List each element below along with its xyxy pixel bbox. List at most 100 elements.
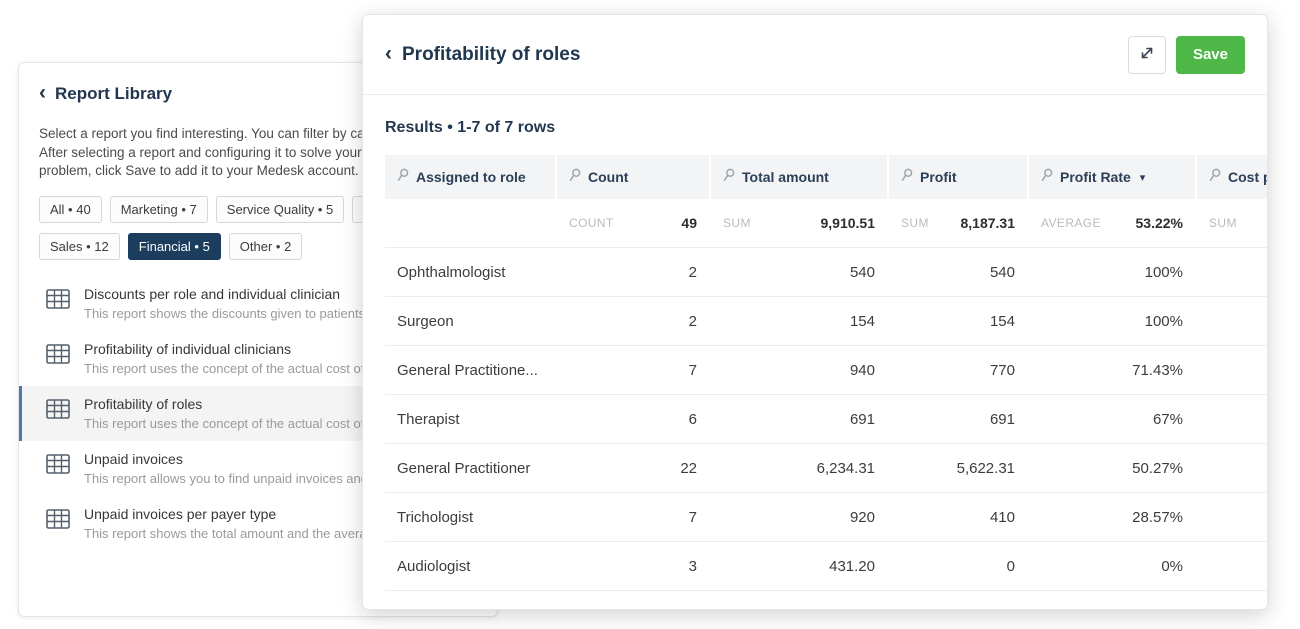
filter-chip-service-quality[interactable]: Service Quality • 5 — [215, 195, 345, 223]
back-icon[interactable]: ‹ — [385, 42, 392, 65]
total-amount-cell: 431.20 — [829, 557, 875, 575]
count-cell: 2 — [688, 312, 697, 330]
role-cell: Ophthalmologist — [397, 263, 506, 281]
report-library-header: ‹ Report Library — [19, 63, 497, 104]
report-library-description: Select a report you find interesting. Yo… — [19, 104, 497, 181]
profit-cell: 154 — [989, 312, 1015, 330]
report-list-item-profitability-clinicians[interactable]: Profitability of individual clinicians T… — [19, 331, 497, 386]
summary-total-cell: SUM 9,910.51 — [711, 199, 889, 247]
summary-row: COUNT 49 SUM 9,910.51 SUM 8,187.31 AVERA… — [385, 199, 1267, 248]
column-header-label: Assigned to role — [416, 169, 526, 185]
report-list-item-unpaid-invoices-payer[interactable]: Unpaid invoices per payer type This repo… — [19, 496, 497, 551]
table-row: General Practitione... 7 940 770 71.43% — [385, 346, 1267, 395]
column-header-profit[interactable]: Profit — [889, 155, 1029, 199]
table-row: Audiologist 3 431.20 0 0% — [385, 542, 1267, 591]
expand-button[interactable] — [1127, 35, 1166, 74]
filter-chip-financial[interactable]: Financial • 5 — [127, 232, 221, 260]
filter-chip-sales[interactable]: Sales • 12 — [39, 232, 120, 260]
column-header-assigned-to-role[interactable]: Assigned to role — [385, 155, 557, 199]
filter-chip-all[interactable]: All • 40 — [39, 195, 102, 223]
aggregate-label: SUM — [1209, 216, 1237, 230]
column-header-label: Total amount — [742, 169, 829, 185]
column-header-label: Profit — [920, 169, 957, 185]
profit-cell: 770 — [989, 361, 1015, 379]
back-icon[interactable]: ‹ — [39, 81, 46, 104]
column-field-icon — [397, 168, 409, 187]
total-amount-cell: 920 — [849, 508, 875, 526]
summary-count-cell: COUNT 49 — [557, 199, 711, 247]
profit-cell: 410 — [989, 508, 1015, 526]
filter-chip-marketing[interactable]: Marketing • 7 — [109, 195, 208, 223]
report-item-description: This report shows the discounts given to… — [84, 305, 380, 321]
report-view-title: Profitability of roles — [402, 43, 581, 65]
profit-cell: 5,622.31 — [956, 459, 1015, 477]
column-field-icon — [1041, 168, 1053, 187]
table-header-row: Assigned to role Count Total amount Prof… — [385, 155, 1267, 199]
count-cell: 3 — [688, 557, 697, 575]
summary-rate-cell: AVERAGE 53.22% — [1029, 199, 1197, 247]
table-grid-icon — [46, 508, 70, 534]
profit-rate-cell: 100% — [1144, 263, 1183, 281]
filter-row-1: All • 40 Marketing • 7 Service Quality •… — [39, 195, 477, 223]
profit-cell: 691 — [989, 410, 1015, 428]
report-view-header: ‹ Profitability of roles Save — [363, 15, 1267, 95]
column-header-label: Profit Rate — [1060, 169, 1131, 185]
description-line: After selecting a report and configuring… — [39, 144, 362, 160]
count-cell: 2 — [688, 263, 697, 281]
cost-price-cell — [1197, 395, 1267, 443]
report-item-title: Profitability of individual clinicians — [84, 340, 291, 357]
description-line: Select a report you find interesting. Yo… — [39, 126, 376, 141]
count-cell: 7 — [688, 508, 697, 526]
report-view-panel: ‹ Profitability of roles Save Results • … — [362, 14, 1268, 610]
column-header-cost-price[interactable]: Cost pr — [1197, 155, 1267, 199]
summary-empty-cell — [385, 199, 557, 247]
count-cell: 6 — [688, 410, 697, 428]
cost-price-cell — [1197, 493, 1267, 541]
table-row: Surgeon 2 154 154 100% — [385, 297, 1267, 346]
category-filters: All • 40 Marketing • 7 Service Quality •… — [19, 181, 497, 260]
sort-descending-icon: ▾ — [1139, 171, 1146, 184]
role-cell: Trichologist — [397, 508, 474, 526]
description-line: problem, click Save to add it to your Me… — [39, 163, 359, 178]
cost-price-cell — [1197, 248, 1267, 296]
summary-profit-cell: SUM 8,187.31 — [889, 199, 1029, 247]
cost-price-cell — [1197, 346, 1267, 394]
save-button[interactable]: Save — [1175, 35, 1245, 74]
filter-row-2: Sales • 12 Financial • 5 Other • 2 — [39, 232, 477, 260]
column-header-profit-rate[interactable]: Profit Rate ▾ — [1029, 155, 1197, 199]
results-heading: Results • 1-7 of 7 rows — [385, 119, 556, 136]
report-view-body: Results • 1-7 of 7 rows Assigned to role… — [363, 119, 1267, 591]
report-view-actions: Save — [1127, 35, 1245, 74]
table-grid-icon — [46, 453, 70, 479]
aggregate-value: 9,910.51 — [820, 215, 876, 231]
report-item-title: Unpaid invoices — [84, 450, 183, 467]
aggregate-value: 8,187.31 — [960, 215, 1016, 231]
report-library-title: Report Library — [55, 83, 173, 103]
report-item-title: Profitability of roles — [84, 395, 203, 412]
report-item-title: Unpaid invoices per payer type — [84, 505, 277, 522]
table-grid-icon — [46, 343, 70, 369]
total-amount-cell: 6,234.31 — [816, 459, 875, 477]
count-cell: 7 — [688, 361, 697, 379]
filter-chip-other[interactable]: Other • 2 — [228, 232, 303, 260]
column-header-label: Cost pr — [1228, 169, 1267, 185]
report-item-description: This report uses the concept of the actu… — [84, 360, 379, 376]
aggregate-label: SUM — [901, 216, 929, 230]
aggregate-value: 53.22% — [1135, 215, 1183, 231]
role-cell: General Practitioner — [397, 459, 531, 477]
role-cell: General Practitione... — [397, 361, 538, 379]
table-grid-icon — [46, 398, 70, 424]
role-cell: Audiologist — [397, 557, 471, 575]
report-item-description: This report uses the concept of the actu… — [84, 415, 379, 431]
role-cell: Therapist — [397, 410, 460, 428]
aggregate-label: SUM — [723, 216, 751, 230]
column-header-total-amount[interactable]: Total amount — [711, 155, 889, 199]
cost-price-cell — [1197, 542, 1267, 590]
profit-rate-cell: 71.43% — [1132, 361, 1183, 379]
report-list-item-unpaid-invoices[interactable]: Unpaid invoices This report allows you t… — [19, 441, 497, 496]
table-row: Ophthalmologist 2 540 540 100% — [385, 248, 1267, 297]
column-header-count[interactable]: Count — [557, 155, 711, 199]
total-amount-cell: 154 — [849, 312, 875, 330]
cost-price-cell — [1197, 444, 1267, 492]
report-list-item-discounts[interactable]: Discounts per role and individual clinic… — [19, 276, 497, 331]
